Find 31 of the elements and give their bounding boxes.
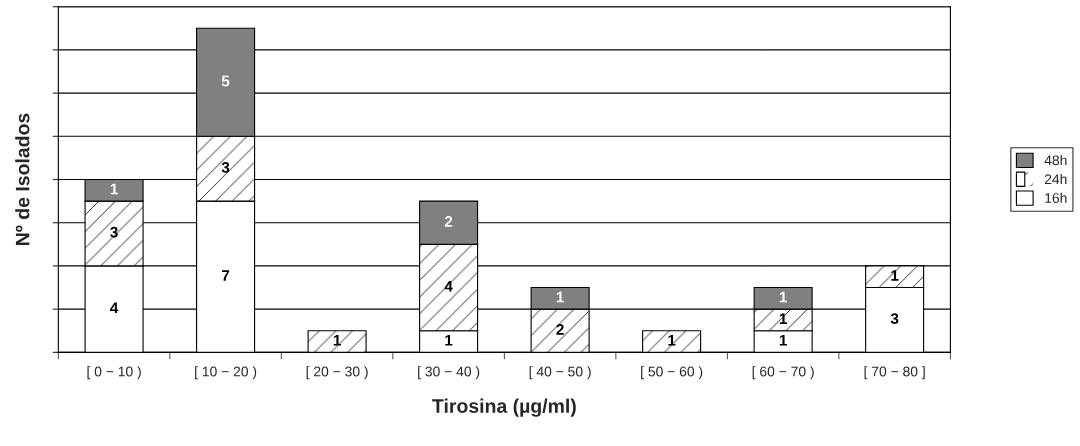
data-label: 1 — [668, 334, 676, 346]
data-label: 1 — [556, 291, 564, 303]
legend-label: 16h — [1045, 192, 1067, 203]
data-label: 3 — [110, 226, 118, 238]
legend-label: 48h — [1044, 155, 1067, 166]
data-label: 1 — [779, 291, 787, 303]
data-label: 5 — [221, 75, 230, 87]
data-label: 1 — [445, 334, 453, 346]
x-tick-label: [ 50 − 60 ) — [641, 366, 703, 380]
data-label: 1 — [333, 334, 341, 346]
x-tick-label: [ 70 − 80 ] — [864, 366, 925, 380]
data-label: 1 — [779, 334, 787, 346]
x-axis-title: Tirosina (µg/ml) — [432, 398, 576, 417]
x-tick-label: [ 40 − 50 ) — [529, 366, 591, 380]
data-label: 2 — [444, 216, 453, 227]
data-label: 4 — [110, 302, 119, 314]
y-axis-title: Nº de Isolados — [15, 113, 30, 245]
legend-label: 24h — [1044, 173, 1067, 184]
data-label: 4 — [444, 280, 453, 292]
x-tick-label: [ 20 − 30 ) — [306, 366, 368, 380]
data-label: 7 — [221, 270, 230, 281]
data-label: 3 — [221, 162, 230, 173]
x-tick-label: [ 30 − 40 ) — [418, 366, 480, 380]
x-tick-label: [ 10 − 20 ) — [195, 366, 257, 380]
data-label: 3 — [890, 313, 899, 325]
x-tick-label: [ 60 − 70 ) — [752, 366, 814, 380]
data-label: 1 — [891, 270, 899, 281]
data-label: 1 — [110, 183, 118, 195]
x-tick-label: [ 0 − 10 ) — [87, 366, 141, 380]
data-label: 2 — [556, 324, 564, 335]
data-label: 1 — [779, 313, 787, 324]
